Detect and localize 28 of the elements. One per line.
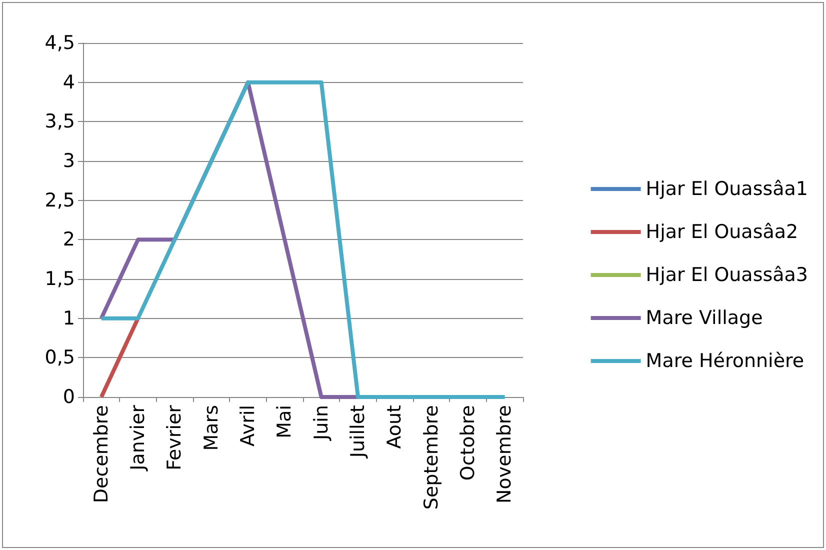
x-tick-label: Aout [384, 405, 406, 449]
x-tick-label: Novembre [494, 405, 516, 504]
legend-label: Hjar El Ouasâa2 [646, 221, 798, 243]
y-tick-label: 4 [62, 71, 75, 94]
legend-label: Hjar El Ouassâa3 [646, 264, 808, 286]
x-tick-label: Mars [200, 405, 222, 451]
legend-label: Hjar El Ouassâa1 [646, 178, 808, 200]
y-tick-label: 0,5 [44, 346, 75, 369]
x-tick-label: Septembre [420, 405, 442, 510]
x-tick-label: Janvier [127, 404, 149, 472]
x-tick-label: Mai [274, 405, 296, 438]
x-tick-label: Octobre [457, 405, 479, 481]
y-tick-label: 1 [62, 307, 75, 330]
y-tick-label: 0 [62, 386, 75, 408]
y-tick-label: 2 [62, 228, 75, 251]
y-tick-label: 1,5 [44, 268, 75, 290]
legend-label: Mare Village [646, 307, 763, 329]
legend-label: Mare Héronnière [646, 350, 804, 372]
line-series [99, 80, 507, 399]
y-tick-label: 4,5 [44, 32, 75, 54]
y-tick-label: 3,5 [44, 110, 75, 133]
x-tick-label: Decembre [90, 405, 112, 504]
x-tick-label: Fevrier [164, 404, 186, 470]
x-tick-label: Avril [237, 405, 259, 446]
x-tick-label: Juin [310, 405, 332, 441]
y-tick-label: 2,5 [44, 189, 75, 212]
x-tick-label: Juillet [347, 405, 369, 459]
y-tick-label: 3 [62, 150, 75, 172]
